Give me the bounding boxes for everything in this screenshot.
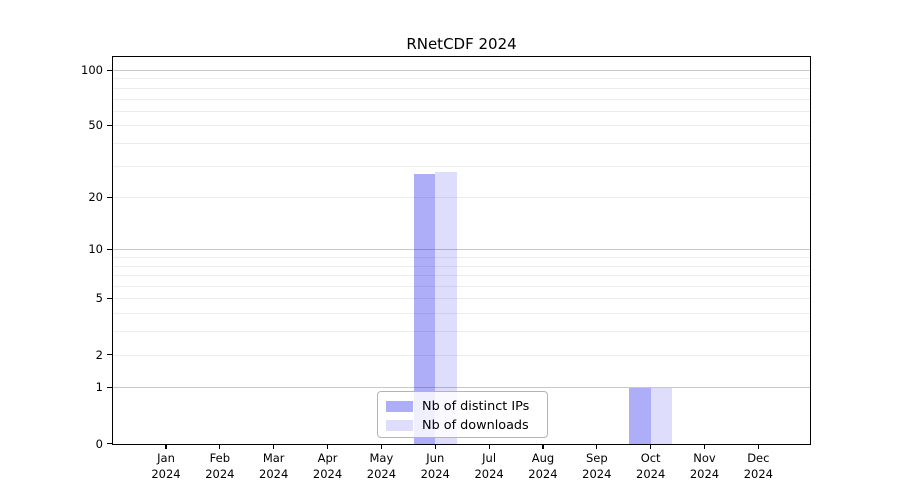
- x-axis-label: Mar 2024: [259, 451, 289, 481]
- y-axis-label: 5: [95, 291, 103, 306]
- y-axis-label: 2: [95, 347, 103, 362]
- y-axis-label: 10: [88, 242, 103, 257]
- y-axis-label: 1: [95, 380, 103, 395]
- legend-swatch-distinct-ips: [386, 401, 413, 412]
- y-axis-tick: [107, 124, 113, 126]
- x-axis-label: May 2024: [366, 451, 397, 481]
- minor-gridline: [113, 265, 810, 267]
- x-axis-tick: [273, 444, 275, 449]
- bar-distinct-ips: [413, 174, 436, 444]
- x-axis-tick: [219, 444, 221, 449]
- chart-title: RNetCDF 2024: [406, 35, 517, 53]
- legend-entry-distinct-ips: Nb of distinct IPs: [386, 397, 539, 416]
- x-axis-label: Apr 2024: [312, 451, 343, 481]
- x-axis-tick: [326, 444, 329, 449]
- major-gridline: [113, 70, 810, 71]
- x-axis-label: Jan 2024: [151, 451, 181, 481]
- minor-gridline: [113, 354, 810, 356]
- x-axis-label: Nov 2024: [689, 451, 720, 481]
- x-axis-label: Jun 2024: [420, 451, 450, 481]
- legend-label-distinct-ips: Nb of distinct IPs: [422, 399, 530, 414]
- legend-swatch-downloads: [386, 420, 413, 431]
- x-axis-tick: [380, 444, 382, 449]
- minor-gridline: [113, 142, 810, 144]
- legend-label-downloads: Nb of downloads: [422, 418, 529, 433]
- y-axis-tick: [107, 297, 113, 300]
- legend-entry-downloads: Nb of downloads: [386, 416, 539, 435]
- y-axis-tick: [107, 69, 113, 71]
- x-axis-label: Oct 2024: [636, 451, 666, 481]
- y-axis-tick: [107, 443, 113, 445]
- y-axis-label: 100: [81, 63, 103, 77]
- minor-gridline: [113, 78, 810, 80]
- minor-gridline: [113, 87, 810, 89]
- x-axis-label: Feb 2024: [205, 451, 235, 481]
- minor-gridline: [113, 257, 810, 259]
- bar-distinct-ips: [629, 387, 651, 444]
- y-axis-tick: [107, 354, 113, 356]
- minor-gridline: [113, 98, 810, 100]
- y-axis-tick: [107, 386, 113, 389]
- x-axis-tick: [542, 444, 544, 449]
- x-axis-label: Aug 2024: [528, 451, 558, 481]
- minor-gridline: [113, 313, 810, 315]
- legend: Nb of distinct IPs Nb of downloads: [377, 391, 548, 438]
- x-axis-label: Dec 2024: [743, 451, 773, 481]
- y-axis-tick: [107, 196, 113, 198]
- y-axis-tick: [107, 248, 113, 251]
- y-axis-label: 50: [88, 118, 103, 133]
- y-axis-label: 20: [88, 190, 103, 205]
- minor-gridline: [113, 286, 810, 288]
- x-axis-tick: [703, 444, 706, 449]
- x-axis-tick: [488, 444, 490, 449]
- minor-gridline: [113, 125, 810, 127]
- x-axis-tick: [434, 444, 436, 449]
- minor-gridline: [113, 331, 810, 333]
- x-axis-tick: [596, 444, 598, 449]
- x-axis-tick: [165, 444, 167, 449]
- major-gridline: [113, 387, 810, 389]
- bar-downloads: [650, 387, 673, 444]
- bar-downloads: [435, 171, 457, 444]
- x-axis-label: Jul 2024: [474, 451, 504, 481]
- x-axis-tick: [757, 444, 759, 449]
- minor-gridline: [113, 165, 810, 167]
- minor-gridline: [113, 275, 810, 277]
- major-gridline: [113, 249, 810, 251]
- minor-gridline: [113, 298, 810, 300]
- minor-gridline: [113, 110, 810, 112]
- x-axis-label: Sep 2024: [582, 451, 612, 481]
- y-axis-label: 0: [95, 436, 103, 451]
- plot-area: [113, 57, 810, 444]
- minor-gridline: [113, 197, 810, 199]
- x-axis-tick: [650, 444, 652, 449]
